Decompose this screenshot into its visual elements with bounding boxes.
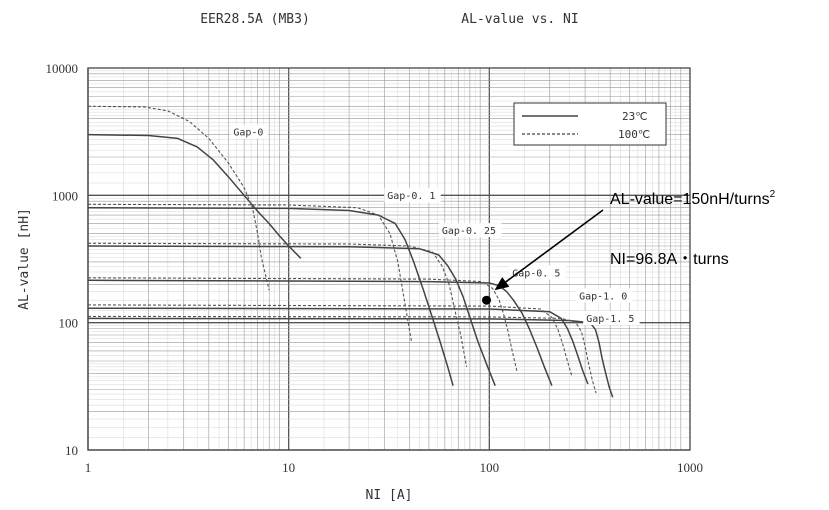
chart-title-right: AL-value vs. NI (461, 12, 578, 27)
annotation-al-value: AL-value=150nH/turns2 (610, 189, 776, 208)
series-gap-0-23c (87, 133, 302, 259)
gap-label-bg (576, 288, 633, 303)
legend-label-100c: 100℃ (618, 128, 650, 141)
x-tick-label: 10 (282, 460, 295, 475)
annotation-point (481, 295, 491, 305)
gap-label: Gap-0 (233, 128, 263, 139)
gap-label: Gap-0. 25 (442, 226, 496, 237)
x-axis-label: NI [A] (366, 488, 413, 503)
gap-labels: Gap-0 Gap-0. 1 Gap-0. 25 Gap-0. 5 Gap-1. 0 Ga… (230, 124, 640, 326)
series-layer (87, 105, 614, 398)
x-tick-label: 100 (480, 460, 500, 475)
gap-label-bg (384, 188, 441, 203)
annotation-ni: NI=96.8A・turns (610, 251, 729, 268)
series-gap-1-5-100c (87, 315, 597, 394)
x-tick-label: 1 (85, 460, 92, 475)
gap-label: Gap-0. 1 (387, 191, 435, 202)
gap-label-bg (583, 311, 640, 326)
series-gap-0-5-23c (87, 279, 553, 386)
series-gap-1-0-100c (87, 304, 573, 377)
x-tick-label: 1000 (677, 460, 703, 475)
y-tick-label: 10000 (46, 61, 79, 76)
y-tick-label: 100 (59, 316, 79, 331)
gap-label: Gap-1. 5 (586, 314, 634, 325)
series-gap-0-1-23c (87, 206, 454, 386)
gap-label-bg (230, 124, 268, 139)
annotation-arrowhead (494, 277, 510, 291)
series-gap-1-0-23c (87, 307, 589, 385)
series-gap-0-100c (87, 105, 270, 291)
y-tick-label: 10 (65, 443, 78, 458)
chart-title-left: EER28.5A (MB3) (200, 12, 310, 27)
gap-label-bg (438, 223, 502, 238)
series-gap-0-5-100c (87, 277, 518, 371)
series-gap-0-25-23c (87, 245, 496, 386)
series-gap-1-5-23c (87, 317, 614, 398)
legend-label-23c: 23℃ (622, 110, 648, 123)
annotation: AL-value=150nH/turns2 NI=96.8A・turns (481, 189, 776, 305)
axis-ticks: 1 10 100 1000 10 100 1000 10000 (46, 61, 704, 475)
grid (87, 68, 690, 451)
series-gap-0-25-100c (87, 242, 468, 367)
legend: 23℃ 100℃ (513, 102, 667, 146)
annotation-arrow (505, 209, 604, 283)
plot-frame (87, 67, 691, 451)
gap-label: Gap-0. 5 (512, 268, 560, 279)
legend-box (513, 102, 667, 146)
y-axis-label: AL-value [nH] (17, 208, 32, 310)
gap-label: Gap-1. 0 (579, 291, 627, 302)
series-gap-0-1-100c (87, 203, 413, 343)
y-tick-label: 1000 (52, 188, 78, 203)
